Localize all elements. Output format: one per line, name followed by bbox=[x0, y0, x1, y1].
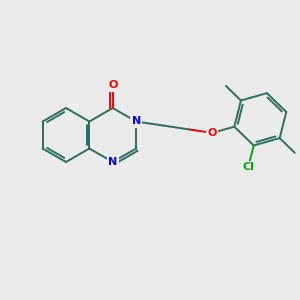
Text: N: N bbox=[108, 157, 117, 167]
Text: Cl: Cl bbox=[242, 162, 254, 172]
Text: O: O bbox=[108, 80, 118, 91]
Text: O: O bbox=[208, 128, 217, 138]
Text: N: N bbox=[131, 116, 141, 127]
